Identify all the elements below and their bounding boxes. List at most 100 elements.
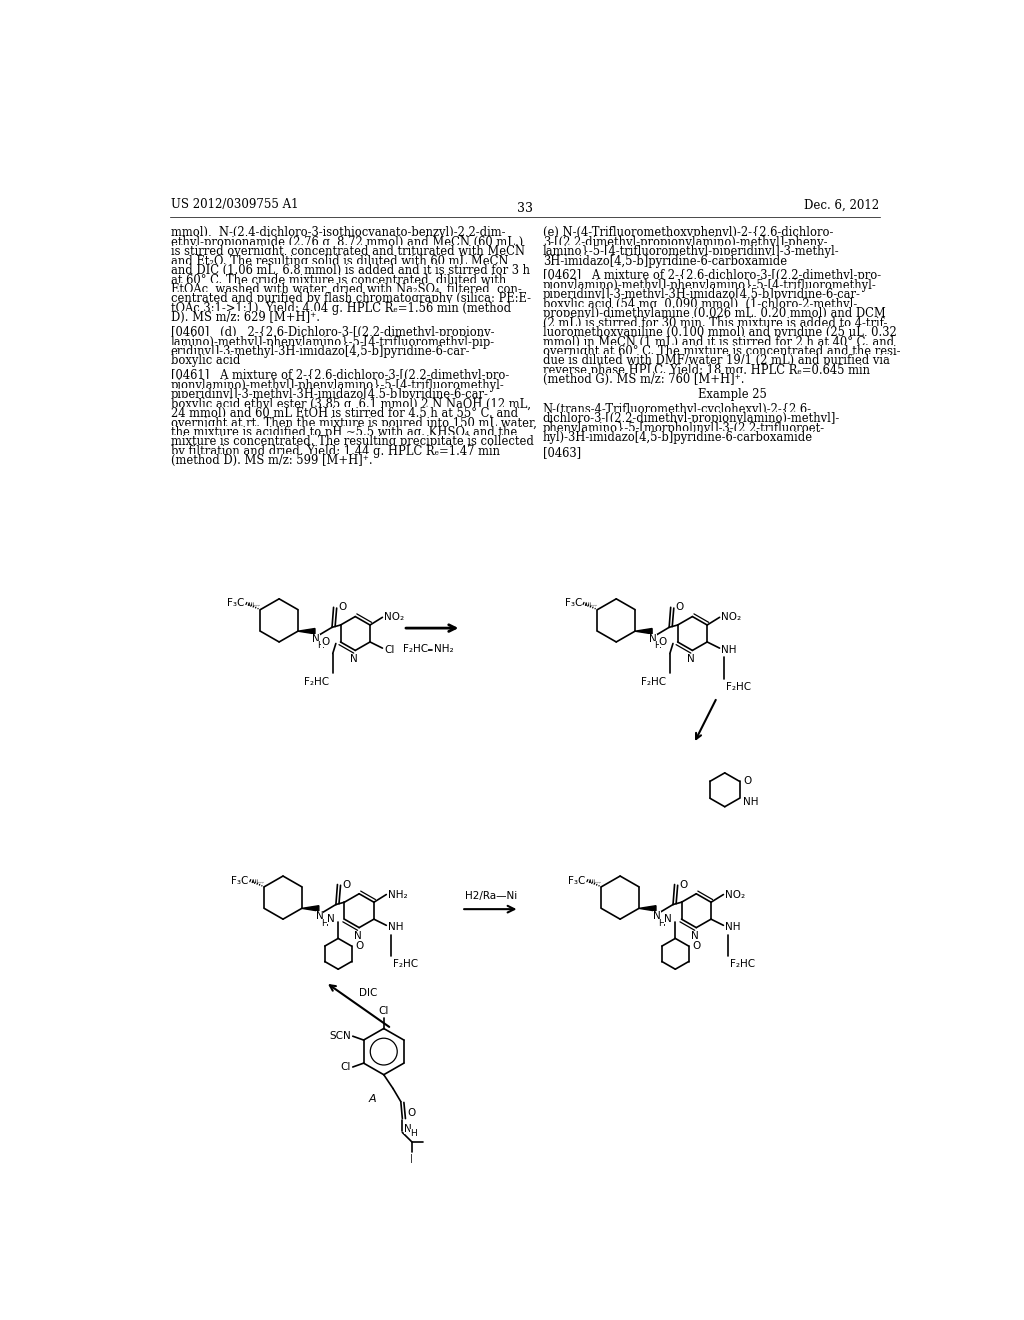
Text: NO₂: NO₂ xyxy=(721,612,741,622)
Text: N: N xyxy=(403,1123,412,1134)
Text: [0463]: [0463] xyxy=(543,446,581,459)
Text: piperidinyl]-3-methyl-3H-imidazo[4,5-b]pyridine-6-car-: piperidinyl]-3-methyl-3H-imidazo[4,5-b]p… xyxy=(171,388,488,401)
Text: O: O xyxy=(322,638,330,647)
Text: NH₂: NH₂ xyxy=(388,890,408,899)
Text: O: O xyxy=(658,638,667,647)
Text: DIC: DIC xyxy=(359,987,378,998)
Text: O: O xyxy=(407,1109,416,1118)
Text: boxylic acid ethyl ester (3.85 g, 6.1 mmol) 2 N NaOH (12 mL,: boxylic acid ethyl ester (3.85 g, 6.1 mm… xyxy=(171,397,530,411)
Text: and DIC (1.06 mL, 6.8 mmol) is added and it is stirred for 3 h: and DIC (1.06 mL, 6.8 mmol) is added and… xyxy=(171,264,529,277)
Text: (method D). MS m/z: 599 [M+H]⁺.: (method D). MS m/z: 599 [M+H]⁺. xyxy=(171,454,373,467)
Text: boxylic acid: boxylic acid xyxy=(171,355,240,367)
Text: US 2012/0309755 A1: US 2012/0309755 A1 xyxy=(171,198,298,211)
Text: 3-[(2,2-dimethyl-propionylamino)-methyl]-pheny-: 3-[(2,2-dimethyl-propionylamino)-methyl]… xyxy=(543,236,827,248)
Text: [0461]   A mixture of 2-{2,6-dichloro-3-[(2,2-dimethyl-pro-: [0461] A mixture of 2-{2,6-dichloro-3-[(… xyxy=(171,370,509,383)
Text: F₂HC: F₂HC xyxy=(641,677,666,686)
Text: N: N xyxy=(353,932,361,941)
Text: piperidinyl]-3-methyl-3H-imidazo[4,5-b]pyridine-6-car-: piperidinyl]-3-methyl-3H-imidazo[4,5-b]p… xyxy=(543,288,860,301)
Text: due is diluted with DMF/water 19/1 (2 mL) and purified via: due is diluted with DMF/water 19/1 (2 mL… xyxy=(543,355,890,367)
Text: N: N xyxy=(350,655,357,664)
Text: propenyl)-dimethylamine (0.026 mL, 0.20 mmol) and DCM: propenyl)-dimethylamine (0.026 mL, 0.20 … xyxy=(543,308,886,321)
Text: ethyl-propionamide (2.76 g, 8.72 mmol) and MeCN (60 mL.): ethyl-propionamide (2.76 g, 8.72 mmol) a… xyxy=(171,236,523,248)
Text: pionylamino)-methyl]-phenylamino}-5-[4-trifluoromethyl-: pionylamino)-methyl]-phenylamino}-5-[4-t… xyxy=(543,279,877,292)
Text: mmol) in MeCN (1 mL) and it is stirred for 2 h at 40° C. and: mmol) in MeCN (1 mL) and it is stirred f… xyxy=(543,335,894,348)
Text: H: H xyxy=(654,642,660,651)
Text: N: N xyxy=(687,655,694,664)
Text: A: A xyxy=(369,1094,376,1104)
Polygon shape xyxy=(635,628,652,634)
Text: Cl: Cl xyxy=(379,1006,389,1016)
Text: lamino)-methyl]-phenylamino}-5-[4-trifluoromethyl-pip-: lamino)-methyl]-phenylamino}-5-[4-triflu… xyxy=(171,335,495,348)
Text: [0460]   (d)   2-{2,6-Dichloro-3-[(2,2-dimethyl-propiony-: [0460] (d) 2-{2,6-Dichloro-3-[(2,2-dimet… xyxy=(171,326,495,339)
Text: EtOAc, washed with water, dried with Na₂SO₄, filtered, con-: EtOAc, washed with water, dried with Na₂… xyxy=(171,282,521,296)
Text: N: N xyxy=(665,915,672,924)
Text: iiii,,,: iiii,,, xyxy=(588,879,601,884)
Text: boxylic acid (54 mg, 0.090 mmol), (1-chloro-2-methyl-: boxylic acid (54 mg, 0.090 mmol), (1-chl… xyxy=(543,298,857,310)
Text: 3H-imidazo[4,5-b]pyridine-6-carboxamide: 3H-imidazo[4,5-b]pyridine-6-carboxamide xyxy=(543,255,786,268)
Text: H: H xyxy=(317,642,324,651)
Text: N-(trans-4-Trifluoromethyl-cyclohexyl)-2-{2,6-: N-(trans-4-Trifluoromethyl-cyclohexyl)-2… xyxy=(543,403,812,416)
Text: eridinyl]-3-methyl-3H-imidazo[4,5-b]pyridine-6-car-: eridinyl]-3-methyl-3H-imidazo[4,5-b]pyri… xyxy=(171,345,470,358)
Text: H: H xyxy=(321,919,328,928)
Polygon shape xyxy=(298,628,315,634)
Text: |: | xyxy=(411,1154,413,1163)
Text: and Et₂O. The resulting solid is diluted with 60 mL MeCN: and Et₂O. The resulting solid is diluted… xyxy=(171,255,508,268)
Text: iiii,,,: iiii,,, xyxy=(247,602,260,607)
Text: Cl: Cl xyxy=(384,644,394,655)
Text: mixture is concentrated. The resulting precipitate is collected: mixture is concentrated. The resulting p… xyxy=(171,436,534,449)
Text: the mixture is acidified to pH ~5.5 with aq. KHSO₄ and the: the mixture is acidified to pH ~5.5 with… xyxy=(171,426,517,440)
Text: tOAc 3:1->1:1). Yield: 4.04 g. HPLC Rₑ=1.56 min (method: tOAc 3:1->1:1). Yield: 4.04 g. HPLC Rₑ=1… xyxy=(171,302,511,315)
Text: SCN: SCN xyxy=(330,1031,351,1041)
Text: by filtration and dried. Yield: 1.44 g. HPLC Rₑ=1.47 min: by filtration and dried. Yield: 1.44 g. … xyxy=(171,445,500,458)
Text: Example 25: Example 25 xyxy=(698,388,767,401)
Text: F₃C: F₃C xyxy=(564,598,582,609)
Text: lamino}-5-[4-trifluoromethyl-piperidinyl]-3-methyl-: lamino}-5-[4-trifluoromethyl-piperidinyl… xyxy=(543,246,840,259)
Text: O: O xyxy=(743,776,752,787)
Text: (method G). MS m/z: 760 [M+H]⁺.: (method G). MS m/z: 760 [M+H]⁺. xyxy=(543,374,744,387)
Text: iiii,,,: iiii,,, xyxy=(585,602,597,607)
Text: N: N xyxy=(649,634,656,644)
Text: iiii,,,: iiii,,, xyxy=(251,879,264,884)
Text: NH: NH xyxy=(388,921,403,932)
Text: F₃C: F₃C xyxy=(227,598,245,609)
Text: phenylamino}-5-[morpholinyl]-3-(2,2-trifluoroet-: phenylamino}-5-[morpholinyl]-3-(2,2-trif… xyxy=(543,421,824,434)
Text: O: O xyxy=(676,602,684,612)
Text: F₃C: F₃C xyxy=(568,875,586,886)
Text: hyl)-3H-imidazo[4,5-b]pyridine-6-carboxamide: hyl)-3H-imidazo[4,5-b]pyridine-6-carboxa… xyxy=(543,432,813,445)
Text: O: O xyxy=(355,941,364,952)
Text: mmol),  N-(2,4-dichloro-3-isothiocyanato-benzyl)-2,2-dim-: mmol), N-(2,4-dichloro-3-isothiocyanato-… xyxy=(171,226,505,239)
Text: (2 mL) is stirred for 30 min. This mixture is added to 4-trif-: (2 mL) is stirred for 30 min. This mixtu… xyxy=(543,317,887,330)
Polygon shape xyxy=(639,906,656,911)
Text: O: O xyxy=(679,879,687,890)
Text: H: H xyxy=(410,1130,417,1138)
Text: 24 mmol) and 60 mL EtOH is stirred for 4.5 h at 55° C. and: 24 mmol) and 60 mL EtOH is stirred for 4… xyxy=(171,407,518,420)
Text: F₂HC: F₂HC xyxy=(304,677,329,686)
Text: F₂HC: F₂HC xyxy=(726,682,751,692)
Text: H2/Ra—Ni: H2/Ra—Ni xyxy=(465,891,517,900)
Text: is stirred overnight, concentrated and triturated with MeCN: is stirred overnight, concentrated and t… xyxy=(171,246,524,259)
Text: Dec. 6, 2012: Dec. 6, 2012 xyxy=(804,198,879,211)
Text: N: N xyxy=(312,634,319,644)
Text: NH: NH xyxy=(743,797,759,807)
Text: NO₂: NO₂ xyxy=(725,890,745,899)
Text: O: O xyxy=(342,879,350,890)
Text: [0462]   A mixture of 2-{2,6-dichloro-3-[(2,2-dimethyl-pro-: [0462] A mixture of 2-{2,6-dichloro-3-[(… xyxy=(543,269,881,282)
Text: O: O xyxy=(692,941,700,952)
Text: overnight at rt. Then the mixture is poured into 150 mL water,: overnight at rt. Then the mixture is pou… xyxy=(171,417,537,429)
Text: 33: 33 xyxy=(517,202,532,215)
Text: O: O xyxy=(338,602,346,612)
Text: NH: NH xyxy=(721,644,736,655)
Text: F₂HC: F₂HC xyxy=(730,960,755,969)
Text: N: N xyxy=(328,915,335,924)
Text: N: N xyxy=(653,911,660,921)
Text: N: N xyxy=(315,911,324,921)
Text: NO₂: NO₂ xyxy=(384,612,404,622)
Text: F₂HC: F₂HC xyxy=(392,960,418,969)
Text: pionylamino)-methyl]-phenylamino}-5-[4-trifluoromethyl-: pionylamino)-methyl]-phenylamino}-5-[4-t… xyxy=(171,379,505,392)
Text: NH₂: NH₂ xyxy=(434,644,454,653)
Text: Cl: Cl xyxy=(341,1063,351,1072)
Text: H: H xyxy=(658,919,665,928)
Polygon shape xyxy=(302,906,318,911)
Text: centrated and purified by flash chromatography (silica; PE:E-: centrated and purified by flash chromato… xyxy=(171,293,530,305)
Text: (e) N-(4-Trifluoromethoxyphenyl)-2-{2,6-dichloro-: (e) N-(4-Trifluoromethoxyphenyl)-2-{2,6-… xyxy=(543,226,833,239)
